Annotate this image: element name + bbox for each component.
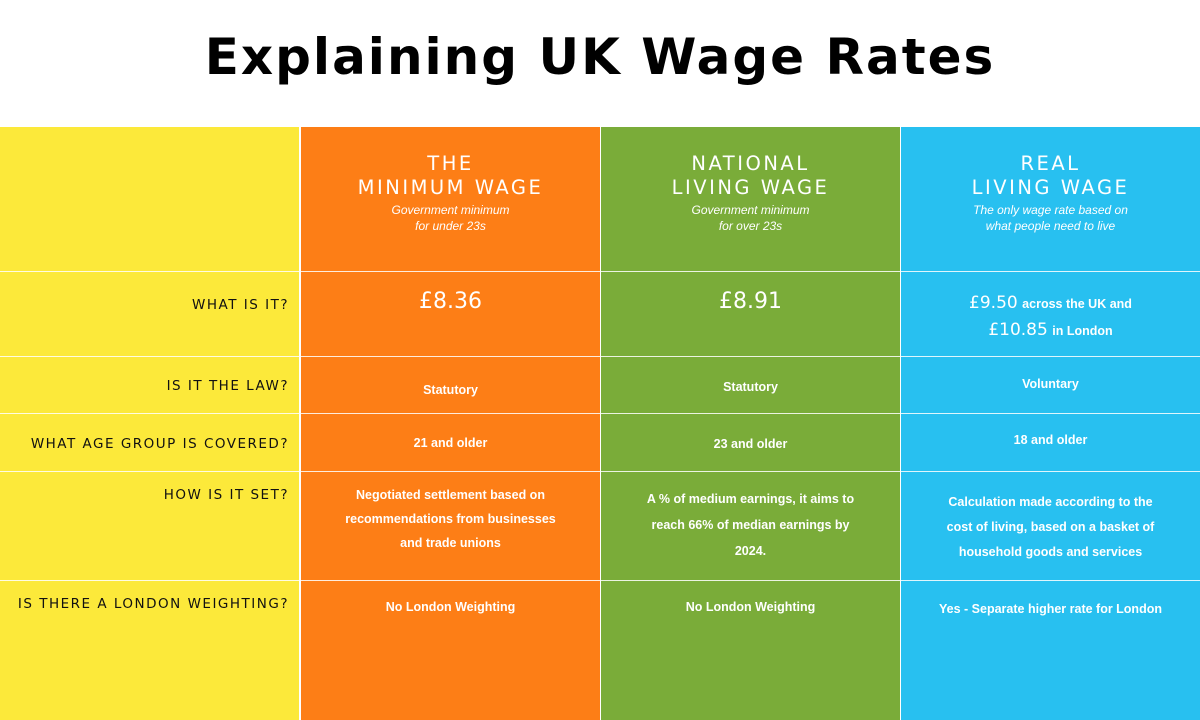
real-living-wage-column — [901, 127, 1200, 720]
national-living-wage-rate: £8.91 — [719, 289, 782, 314]
row-labels-column — [0, 127, 299, 720]
real-living-wage-age: 18 and older — [1013, 433, 1088, 447]
minimum-wage-law: Statutory — [423, 383, 478, 397]
row-divider — [0, 271, 1200, 272]
minimum-wage-how-set-line1: Negotiated settlement based on — [356, 488, 545, 502]
page-title: Explaining UK Wage Rates — [204, 28, 996, 86]
real-living-wage-how-set-line1: Calculation made according to the — [948, 495, 1153, 509]
row-label-law: IS IT THE LAW? — [166, 378, 289, 394]
real-living-wage-how-set-line3: household goods and services — [958, 545, 1143, 559]
minimum-wage-how-set: Negotiated settlement based on recommend… — [301, 483, 600, 555]
real-living-wage-name-line2: LIVING WAGE — [971, 176, 1130, 199]
real-living-wage-sub-line2: what people need to live — [985, 219, 1116, 233]
minimum-wage-how-set-line2: recommendations from businesses — [345, 512, 556, 526]
minimum-wage-sub-line1: Government minimum — [391, 203, 510, 217]
row-label-set: HOW IS IT SET? — [163, 487, 289, 503]
row-label-age: WHAT AGE GROUP IS COVERED? — [30, 436, 289, 452]
minimum-wage-name-line2: MINIMUM WAGE — [357, 176, 544, 199]
minimum-wage-header: THE MINIMUM WAGE Government minimum for … — [301, 152, 600, 234]
national-living-wage-how-set-line2: reach 66% of median earnings by — [651, 518, 850, 532]
national-living-wage-how-set: A % of medium earnings, it aims to reach… — [601, 486, 900, 564]
national-living-wage-name-line1: NATIONAL — [691, 152, 810, 175]
minimum-wage-name-line1: THE — [427, 152, 474, 175]
minimum-wage-how-set-line3: and trade unions — [400, 536, 501, 550]
row-label-what: WHAT IS IT? — [192, 297, 289, 313]
national-living-wage-column — [601, 127, 900, 720]
row-divider — [0, 413, 1200, 414]
minimum-wage-sub-line2: for under 23s — [415, 219, 486, 233]
national-living-wage-london-weighting: No London Weighting — [685, 600, 816, 614]
national-living-wage-how-set-line1: A % of medium earnings, it aims to — [646, 492, 855, 506]
real-living-wage-name-line1: REAL — [1020, 152, 1081, 175]
row-divider — [0, 356, 1200, 357]
real-living-wage-rate: £9.50 across the UK and £10.85 in London — [901, 290, 1200, 344]
national-living-wage-sub-line2: for over 23s — [718, 219, 783, 233]
real-living-wage-how-set-line2: cost of living, based on a basket of — [946, 520, 1155, 534]
real-living-wage-london-weighting: Yes - Separate higher rate for London — [939, 602, 1162, 616]
minimum-wage-column — [301, 127, 600, 720]
real-living-wage-uk-rate: £9.50 — [969, 293, 1018, 313]
real-living-wage-law: Voluntary — [1022, 377, 1079, 391]
real-living-wage-sub-line1: The only wage rate based on — [973, 203, 1128, 217]
real-living-wage-how-set: Calculation made according to the cost o… — [901, 490, 1200, 565]
minimum-wage-rate: £8.36 — [419, 289, 482, 314]
national-living-wage-name-line2: LIVING WAGE — [671, 176, 830, 199]
national-living-wage-sub-line1: Government minimum — [691, 203, 810, 217]
row-divider — [0, 580, 1200, 581]
national-living-wage-age: 23 and older — [713, 437, 788, 451]
national-living-wage-law: Statutory — [723, 380, 778, 394]
real-living-wage-uk-text: across the UK and — [1022, 297, 1132, 311]
row-label-london: IS THERE A LONDON WEIGHTING? — [17, 596, 289, 612]
real-living-wage-london-text: in London — [1052, 324, 1113, 338]
national-living-wage-header: NATIONAL LIVING WAGE Government minimum … — [601, 152, 900, 234]
national-living-wage-how-set-line3: 2024. — [734, 544, 767, 558]
row-divider — [0, 471, 1200, 472]
minimum-wage-age: 21 and older — [413, 436, 488, 450]
minimum-wage-london-weighting: No London Weighting — [385, 600, 516, 614]
real-living-wage-header: REAL LIVING WAGE The only wage rate base… — [901, 152, 1200, 234]
real-living-wage-london-rate: £10.85 — [988, 320, 1048, 340]
